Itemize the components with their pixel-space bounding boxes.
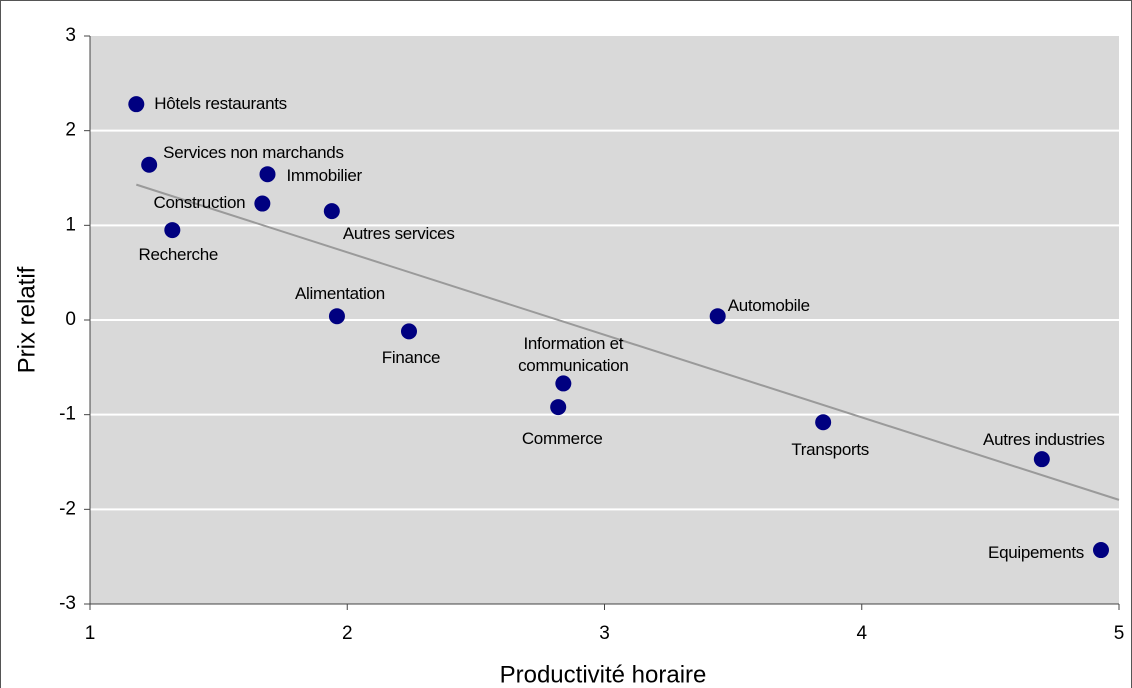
x-axis-title: Productivité horaire [500,661,707,688]
point-label: Automobile [727,296,810,316]
point [1092,542,1109,559]
point-label: Alimentation [294,284,385,304]
x-tick-label: 2 [342,623,353,644]
y-axis-title: Prix relatif [13,266,40,373]
point [555,375,572,392]
point-label: Recherche [138,245,219,265]
point [709,308,726,325]
y-tick-label: -3 [59,593,76,614]
x-tick-label: 5 [1114,623,1125,644]
point [164,222,181,239]
point-label: Hôtels restaurants [154,94,287,114]
point [128,96,145,113]
point [815,414,832,431]
x-tick-label: 3 [599,623,610,644]
point [550,399,567,416]
point [1033,451,1050,468]
point-label: Autres services [342,224,455,244]
point-label: Commerce [521,429,603,449]
y-tick-label: -1 [59,404,76,425]
point [254,195,271,212]
point-label: Transports [791,440,869,460]
x-tick-label: 4 [856,623,867,644]
y-tick-label: 2 [65,120,76,141]
point-label: Construction [153,192,246,212]
point-label: Equipements [988,543,1084,563]
y-tick-label: 3 [65,25,76,46]
point [259,166,276,183]
point [328,308,345,325]
y-tick-label: 1 [65,214,76,235]
point [323,203,340,220]
point-label: Services non marchands [163,142,344,162]
trendline [135,183,1120,501]
point-label: Autres industries [983,430,1105,450]
point-label: Immobilier [286,166,363,186]
point-label: Finance [381,348,441,368]
y-tick-label: -2 [59,498,76,519]
point [141,156,158,173]
x-tick-label: 1 [85,623,96,644]
point-label: Information et communication [518,334,629,376]
y-tick-label: 0 [65,309,76,330]
point [400,323,417,340]
